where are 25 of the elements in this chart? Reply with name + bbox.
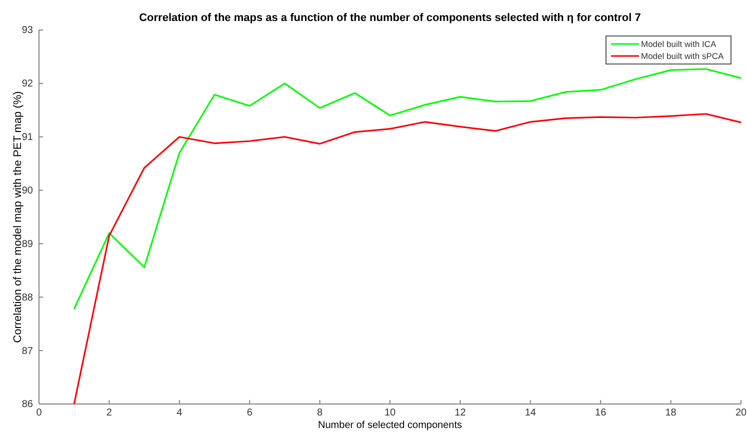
x-tick-label: 20 xyxy=(735,408,747,418)
x-tick-label: 16 xyxy=(595,408,607,418)
x-tick-label: 6 xyxy=(246,408,253,418)
y-tick-label: 89 xyxy=(22,238,34,250)
x-tick-label: 10 xyxy=(384,408,396,418)
y-tick-label: 93 xyxy=(22,25,34,36)
legend-label: Model built with ICA xyxy=(641,39,716,49)
x-tick-label: 18 xyxy=(665,408,677,418)
x-tick-label: 4 xyxy=(176,408,183,418)
y-tick-label: 91 xyxy=(22,132,34,144)
x-tick-label: 2 xyxy=(106,408,112,418)
legend-label: Model built with sPCA xyxy=(641,51,724,61)
y-tick-label: 92 xyxy=(22,78,34,90)
x-tick-label: 12 xyxy=(454,408,466,418)
x-tick-label: 0 xyxy=(36,408,42,418)
y-tick-label: 86 xyxy=(22,399,34,410)
line-series xyxy=(73,68,742,310)
y-tick-label: 90 xyxy=(22,185,34,196)
chart-title: Correlation of the maps as a function of the number of components selected with η for control 7 xyxy=(139,12,641,24)
x-axis-title: Number of selected components xyxy=(318,420,462,431)
y-tick-label: 88 xyxy=(22,292,34,304)
x-tick-label: 8 xyxy=(317,408,324,418)
line-series xyxy=(73,113,742,405)
x-tick-label: 14 xyxy=(524,408,536,418)
y-tick-label: 87 xyxy=(22,346,34,357)
